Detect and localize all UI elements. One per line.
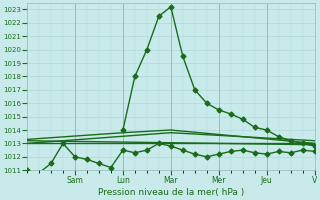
X-axis label: Pression niveau de la mer( hPa ): Pression niveau de la mer( hPa ) xyxy=(98,188,244,197)
